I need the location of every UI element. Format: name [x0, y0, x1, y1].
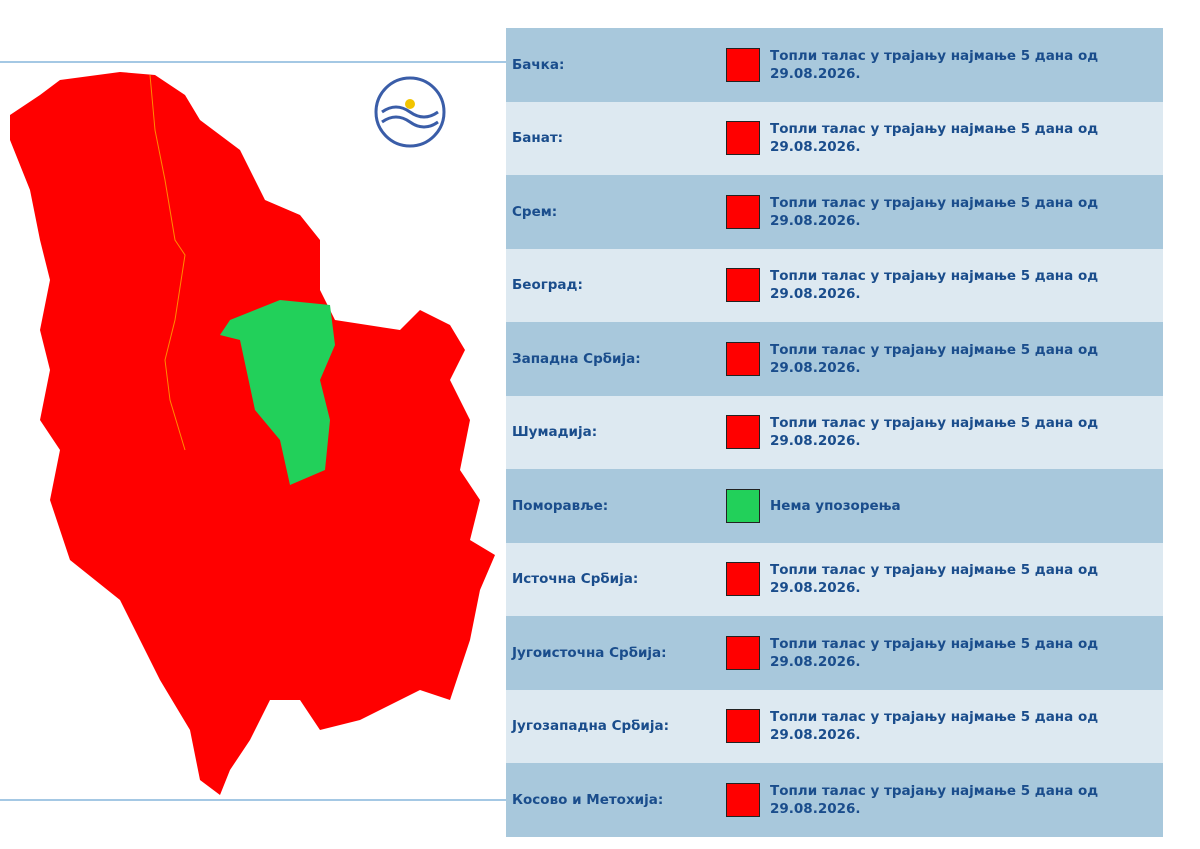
region-row: Источна Србија: Топли талас у трајању нај…: [506, 542, 1163, 616]
region-name: Западна Србија:: [512, 350, 641, 367]
warning-level: [726, 341, 760, 376]
region-name: Косово и Метохија:: [512, 791, 664, 808]
region-row: Београд: Топли талас у трајању најмање 5 …: [506, 248, 1163, 322]
region-name: Источна Србија:: [512, 571, 639, 588]
warning-level: [726, 47, 760, 82]
region-row: Бачка: Топли талас у трајању најмање 5 да…: [506, 28, 1163, 102]
warning-text: Топли талас у трајању најмање 5 дана од …: [770, 709, 1099, 744]
warning-level: [726, 268, 760, 303]
warning-text: Топли талас у трајању најмање 5 дана од …: [770, 121, 1099, 156]
warning-text: Топли талас у трајању најмање 5 дана од …: [770, 782, 1099, 817]
region-row: Југозападна Србија: Топли талас у трајању…: [506, 689, 1163, 763]
map: [0, 61, 506, 801]
region-row: Западна Србија: Топли талас у трајању нај…: [506, 322, 1163, 396]
warning-text: Топли талас у трајању најмање 5 дана од …: [770, 47, 1099, 82]
map-border: [149, 74, 186, 451]
warning-level: [726, 415, 760, 450]
warning-level: [726, 782, 760, 817]
warning-text: Топли талас у трајању најмање 5 дана од …: [770, 635, 1099, 670]
warning-text: Топли талас у трајању најмање 5 дана од …: [770, 194, 1099, 229]
logo: [374, 76, 446, 148]
region-name: Срем:: [512, 203, 558, 220]
region-row: Шумадија: Топли талас у трајању најмање 5…: [506, 395, 1163, 469]
warnings-table: Бачка: Топли талас у трајању најмање 5 да…: [506, 28, 1163, 837]
warning-level: [726, 562, 760, 597]
region-row: Поморавље: Нема упозорења: [506, 469, 1163, 543]
warning-text: Топли талас у трајању најмање 5 дана од …: [770, 268, 1099, 303]
warning-text: Топли талас у трајању најмање 5 дана од …: [770, 341, 1099, 376]
warning-level: [726, 488, 760, 523]
region-name: Југозападна Србија:: [512, 718, 670, 735]
warning-level: [726, 194, 760, 229]
warning-text: Топли талас у трајању најмање 5 дана од …: [770, 415, 1099, 450]
warning-level: [726, 121, 760, 156]
map-region-red: [10, 72, 495, 795]
region-name: Поморавље:: [512, 497, 609, 514]
region-row: Банат: Топли талас у трајању најмање 5 да…: [506, 101, 1163, 175]
region-name: Југоисточна Србија:: [512, 644, 667, 661]
warning-level: [726, 709, 760, 744]
region-row: Косово и Метохија: Топли талас у трајању …: [506, 763, 1163, 837]
region-name: Банат:: [512, 130, 564, 147]
map-region-green: [220, 300, 335, 485]
warning-level: [726, 635, 760, 670]
region-row: Југоисточна Србија: Топли талас у трајању…: [506, 616, 1163, 690]
region-row: Срем: Топли талас у трајању најмање 5 дан…: [506, 175, 1163, 249]
region-name: Шумадија:: [512, 424, 598, 441]
region-name: Бачка:: [512, 56, 565, 73]
warning-text: Нема упозорења: [770, 497, 901, 514]
region-name: Београд:: [512, 277, 583, 294]
warning-text: Топли талас у трајању најмање 5 дана од …: [770, 562, 1099, 597]
